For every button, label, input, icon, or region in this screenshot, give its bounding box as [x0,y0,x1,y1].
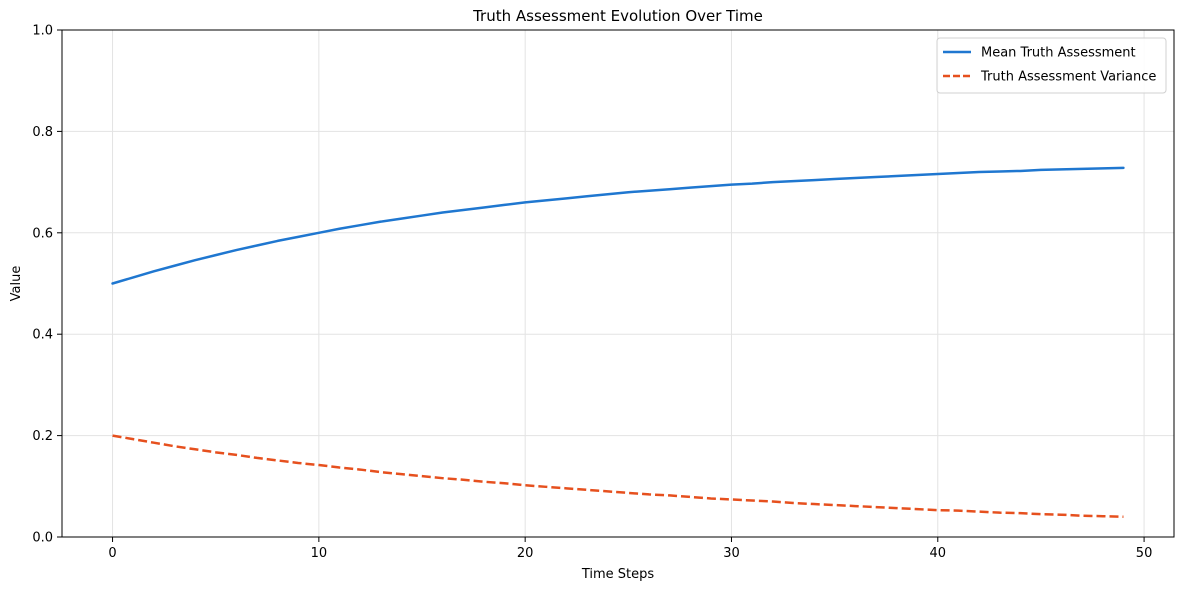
y-tick-label: 1.0 [32,24,53,39]
series-line-truth-assessment-variance [112,434,1124,518]
x-tick-label: 0 [108,546,116,561]
x-tick-label: 40 [930,546,947,561]
legend-box [936,37,1167,94]
series-layer [111,166,1125,518]
y-tick-label: 0.2 [32,429,53,444]
x-tick-label: 50 [1136,546,1153,561]
x-tick-label: 30 [723,546,740,561]
y-tick-label: 0.4 [32,328,53,343]
legend-label-mean-truth-assessment: Mean Truth Assessment [981,46,1136,61]
x-tick-label: 10 [311,546,328,561]
chart-title: Truth Assessment Evolution Over Time [472,7,763,25]
legend: Mean Truth Assessment Truth Assessment V… [936,37,1167,94]
series-line-mean-truth-assessment [111,166,1125,285]
plot-area-frame [61,29,1175,538]
axis-ticks: 0 10 20 30 40 50 0.0 0.2 0.4 0.6 0.8 1.0 [32,24,1152,562]
y-tick-label: 0.0 [32,531,53,546]
y-tick-label: 0.8 [32,125,53,140]
y-tick-label: 0.6 [32,226,53,241]
y-axis-label: Value [9,266,24,302]
legend-label-truth-assessment-variance: Truth Assessment Variance [980,70,1156,85]
x-tick-label: 20 [517,546,534,561]
x-axis-label: Time Steps [581,567,655,582]
